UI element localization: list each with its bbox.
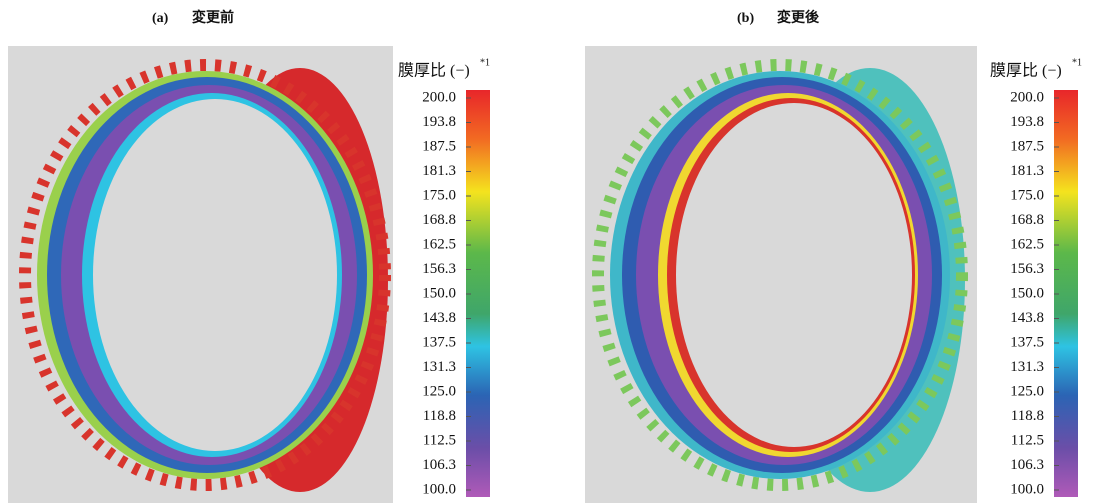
colorbar-title: 膜厚比 (−)	[398, 62, 470, 80]
colorbar-tick-label: 131.3	[1010, 359, 1044, 375]
colorbar-tick-label: 150.0	[422, 285, 456, 301]
ring-hole	[93, 99, 337, 451]
colorbar-tick-label: 187.5	[422, 138, 456, 154]
colorbar-tick-label: 118.8	[1011, 408, 1044, 424]
ring-hole	[676, 103, 912, 447]
colorbar-tick-label: 112.5	[423, 432, 456, 448]
panel-label: (a)	[152, 11, 169, 26]
colorbar-tick-label: 175.0	[1010, 187, 1044, 203]
colorbar-tick-label: 156.3	[1010, 261, 1044, 277]
colorbar-tick-label: 168.8	[422, 212, 456, 228]
colorbar-tick-label: 118.8	[423, 408, 456, 424]
colorbar-tick-label: 137.5	[1010, 334, 1044, 350]
figure: (a) 変更前 膜厚比 (−) *1 (b) 変更後 膜厚比 (−) *1 20…	[0, 0, 1099, 503]
colorbar-tick-label: 193.8	[1010, 114, 1044, 130]
colorbar-tick-label: 125.0	[1010, 383, 1044, 399]
panel-title: 変更後	[777, 9, 820, 26]
colorbar-tick-label: 156.3	[422, 261, 456, 277]
colorbar-tick-label: 200.0	[422, 89, 456, 105]
colorbar-tick-label: 187.5	[1010, 138, 1044, 154]
colorbar-tick-label: 168.8	[1010, 212, 1044, 228]
colorbar-tick-label: 175.0	[422, 187, 456, 203]
colorbar-tick-label: 150.0	[1010, 285, 1044, 301]
colorbar-tick-label: 106.3	[422, 457, 456, 473]
colorbar-tick-label: 131.3	[422, 359, 456, 375]
colorbar-tick-label: 162.5	[1010, 236, 1044, 252]
colorbar-tick-label: 181.3	[422, 163, 456, 179]
colorbar-tick-label: 100.0	[1010, 481, 1044, 497]
panel-label: (b)	[737, 11, 754, 26]
panel-b: (b) 変更後 膜厚比 (−) *1	[585, 9, 1082, 503]
colorbar-tick-label: 137.5	[422, 334, 456, 350]
colorbar-tick-label: 200.0	[1010, 89, 1044, 105]
colorbar-tick-label: 125.0	[422, 383, 456, 399]
colorbar-title: 膜厚比 (−)	[990, 62, 1062, 80]
colorbar-tick-label: 143.8	[422, 310, 456, 326]
colorbar-tick-label: 100.0	[422, 481, 456, 497]
colorbar-tick-label: 193.8	[422, 114, 456, 130]
colorbar-tick-label: 181.3	[1010, 163, 1044, 179]
panel-title: 変更前	[192, 9, 234, 26]
colorbar-tick-label: 106.3	[1010, 457, 1044, 473]
colorbar-tick-label: 162.5	[422, 236, 456, 252]
colorbar-tick-label: 143.8	[1010, 310, 1044, 326]
panel-a: (a) 変更前 膜厚比 (−) *1	[8, 9, 490, 503]
colorbar-note: *1	[1072, 57, 1082, 68]
colorbar-tick-label: 112.5	[1011, 432, 1044, 448]
colorbar-note: *1	[480, 57, 490, 68]
